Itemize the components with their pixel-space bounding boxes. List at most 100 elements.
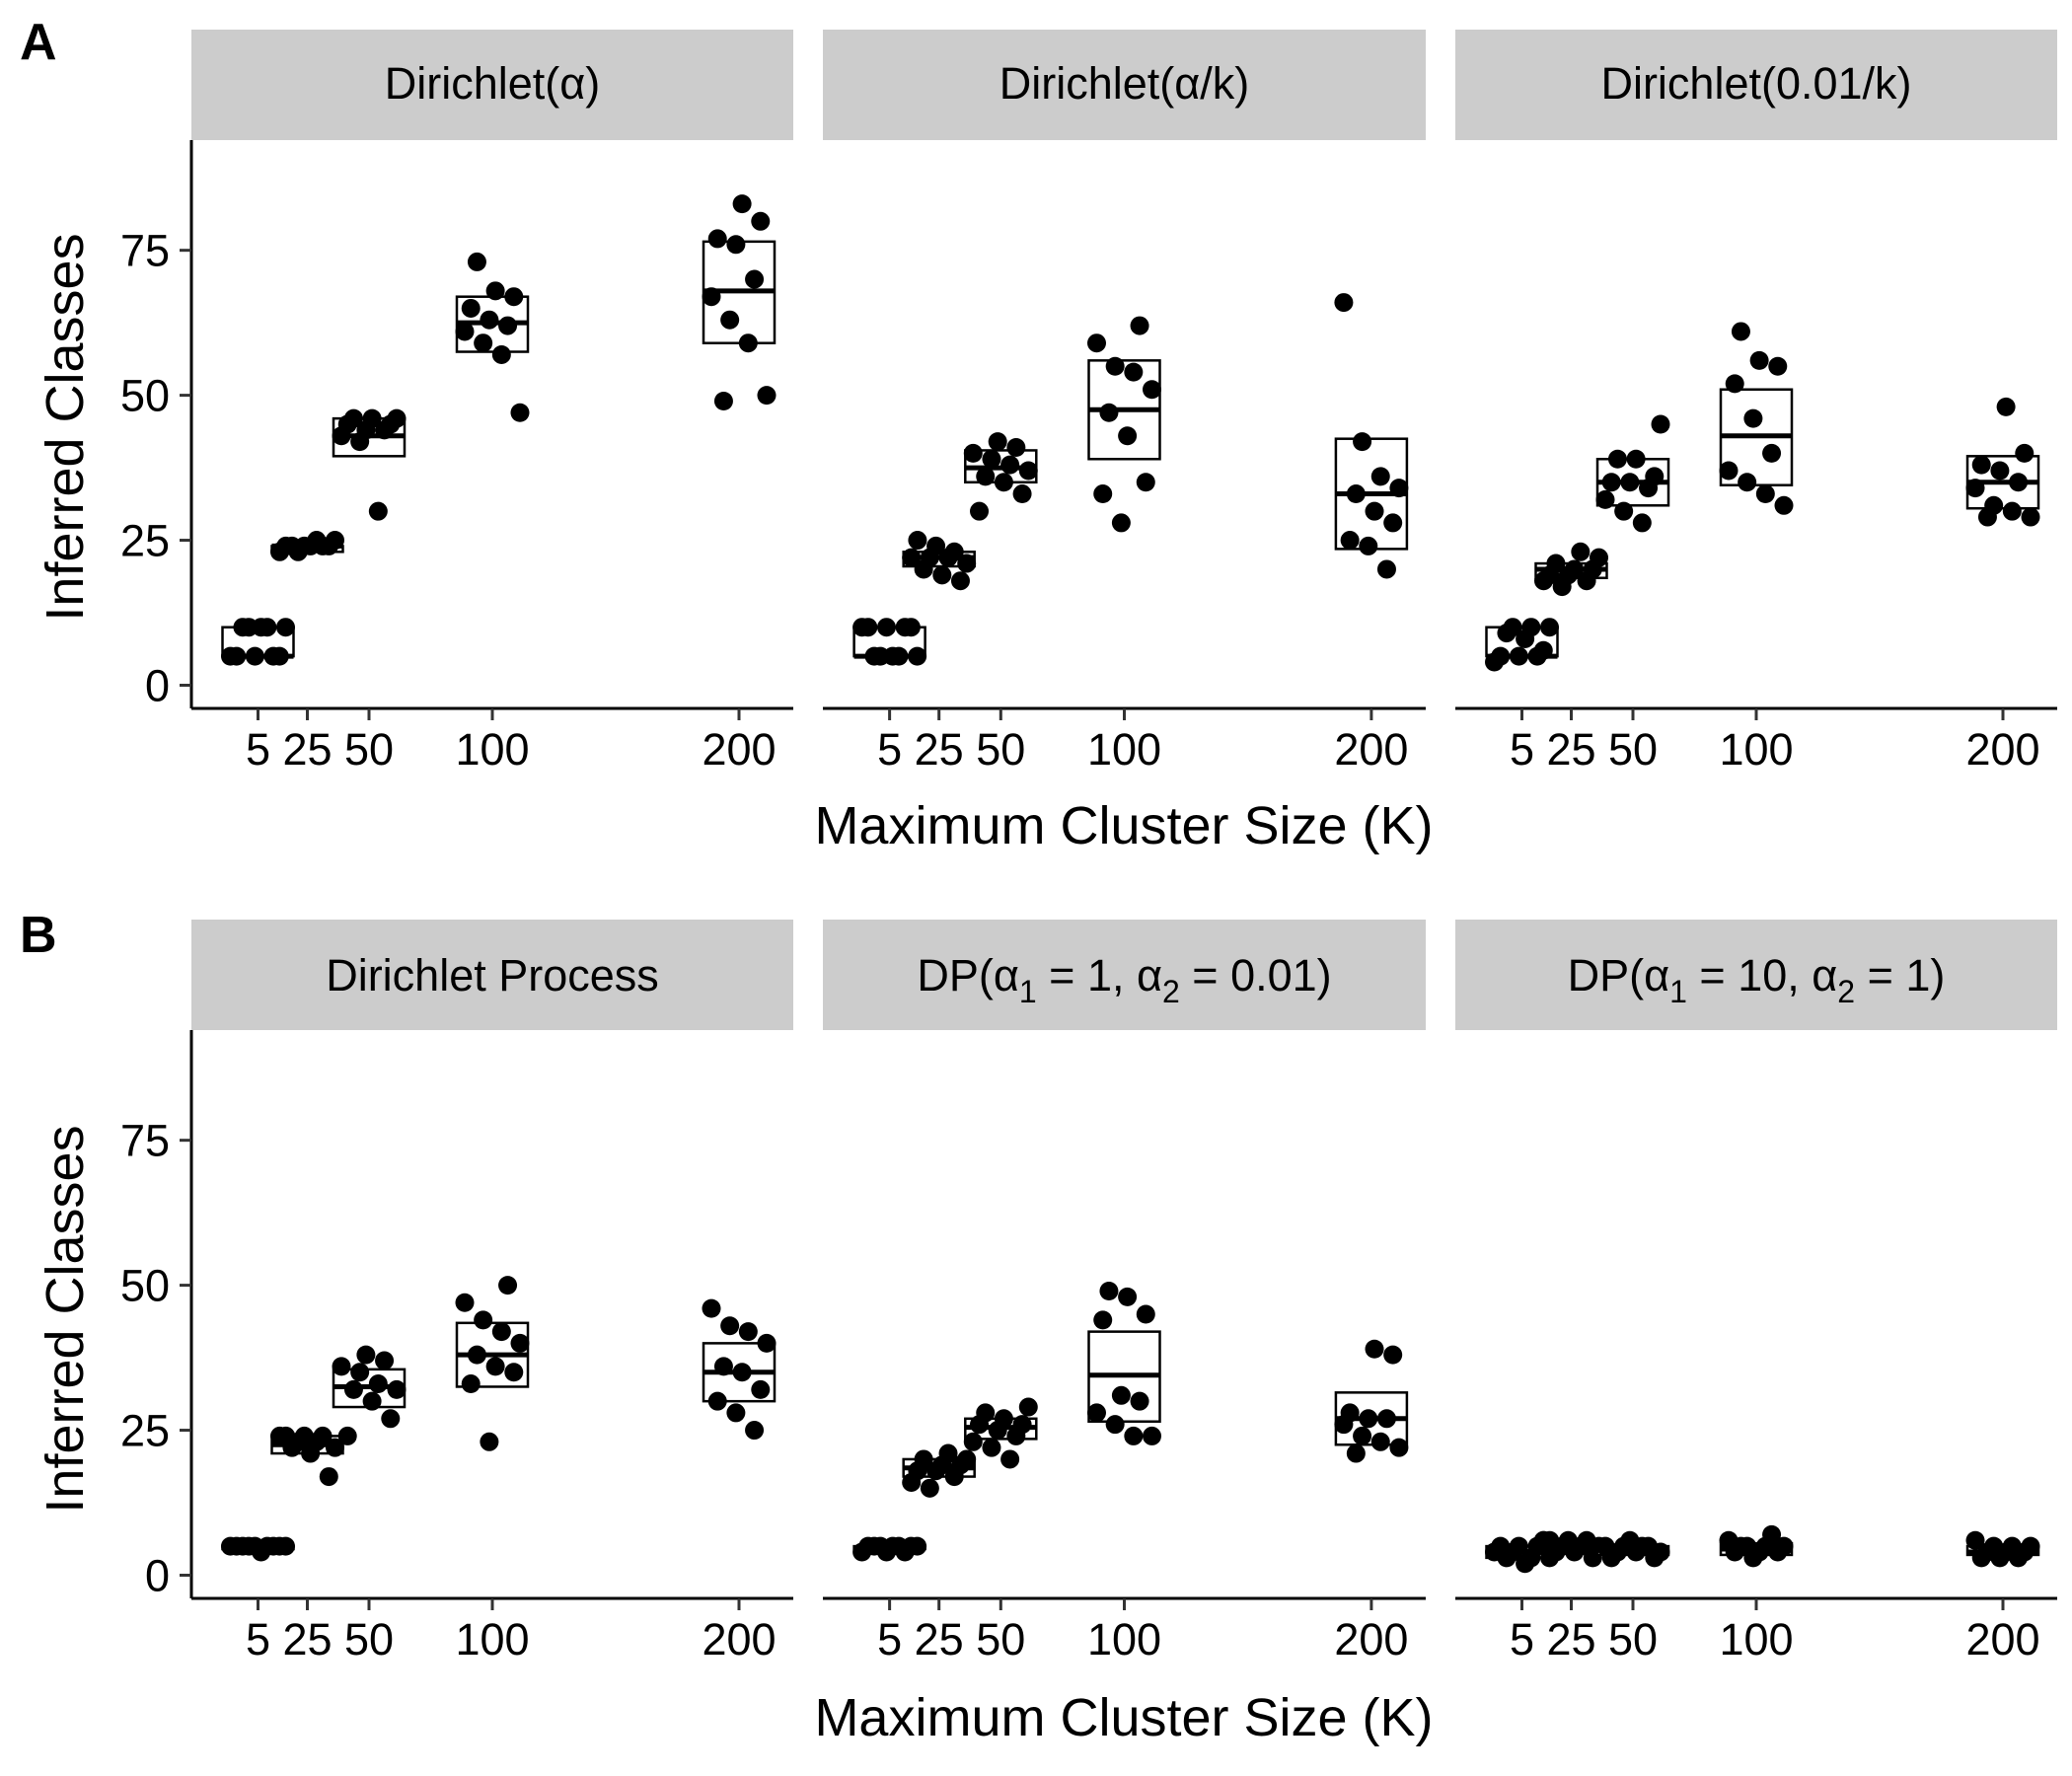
x-tick-label: 200 — [1334, 724, 1408, 775]
data-point — [1738, 473, 1757, 492]
data-point — [1755, 484, 1775, 504]
data-point — [1590, 548, 1608, 567]
data-point — [1370, 1432, 1390, 1451]
data-point — [1346, 1443, 1366, 1463]
data-point — [1595, 1536, 1615, 1556]
data-point — [362, 408, 382, 428]
data-point — [269, 646, 289, 666]
data-point — [1558, 1530, 1578, 1550]
data-point — [1376, 1409, 1396, 1429]
x-tick-label: 200 — [1334, 1614, 1408, 1665]
data-point — [738, 333, 758, 353]
data-point — [908, 1536, 927, 1556]
data-point — [2009, 473, 2029, 492]
data-point — [1376, 559, 1396, 579]
data-point — [1509, 1536, 1528, 1556]
data-point — [1645, 467, 1665, 486]
data-point — [1768, 356, 1788, 376]
x-tick-label: 100 — [1719, 724, 1793, 775]
data-point — [994, 1409, 1013, 1429]
x-tick-label: 25 — [915, 724, 964, 775]
data-point — [1124, 362, 1144, 382]
data-point — [1601, 473, 1621, 492]
data-point — [889, 646, 909, 666]
data-point — [988, 432, 1007, 452]
x-tick-label: 200 — [1965, 724, 2039, 775]
data-point — [485, 281, 505, 301]
data-point — [2002, 1536, 2022, 1556]
data-point — [1762, 443, 1782, 463]
data-point — [1130, 1391, 1149, 1411]
y-axis-title-a: Inferred Classes — [36, 233, 95, 621]
data-point — [1595, 489, 1615, 509]
x-tick-label: 25 — [1546, 1614, 1595, 1665]
data-point — [1626, 449, 1646, 469]
data-point — [1365, 1339, 1384, 1359]
data-point — [510, 1333, 530, 1353]
data-point — [1540, 1530, 1560, 1550]
data-point — [350, 1363, 370, 1382]
data-point — [908, 531, 927, 551]
data-point — [902, 548, 922, 567]
data-point — [387, 408, 407, 428]
data-point — [245, 646, 264, 666]
data-point — [362, 1391, 382, 1411]
data-point — [1719, 1530, 1739, 1550]
strip-label-b-1: Dirichlet Process — [326, 950, 659, 1000]
data-point — [870, 646, 890, 666]
data-point — [926, 536, 946, 555]
data-point — [1093, 484, 1113, 504]
data-point — [1639, 1536, 1659, 1556]
data-point — [994, 473, 1013, 492]
strip-b-3: DP(α1 = 10, α2 = 1) — [1455, 920, 2057, 1030]
data-point — [745, 1421, 765, 1441]
data-point — [368, 1374, 388, 1394]
data-point — [1012, 1415, 1032, 1435]
data-point — [1111, 513, 1131, 533]
data-point — [1340, 531, 1360, 551]
data-point — [455, 1293, 475, 1312]
data-point — [1389, 1438, 1409, 1457]
strip-label-b-3: DP(α1 = 10, α2 = 1) — [1568, 950, 1946, 1009]
data-point — [1018, 461, 1038, 481]
panel-2-2: 5 25 50 100 200 — [823, 1281, 1426, 1665]
data-point — [1118, 426, 1138, 446]
data-point — [901, 618, 921, 637]
data-point — [1105, 356, 1125, 376]
data-point — [1353, 432, 1372, 452]
x-tick-label: 100 — [1087, 724, 1161, 775]
data-point — [319, 1467, 338, 1487]
data-point — [1012, 484, 1032, 504]
data-point — [720, 310, 740, 330]
data-point — [720, 1316, 740, 1336]
data-point — [307, 531, 327, 551]
y-tick-label: 75 — [120, 226, 170, 276]
panel-letter-a: A — [20, 14, 57, 71]
data-point — [276, 618, 295, 637]
data-point — [963, 1432, 983, 1451]
data-point — [2015, 443, 2035, 463]
data-point — [1607, 449, 1627, 469]
data-point — [1006, 438, 1026, 458]
data-point — [950, 571, 970, 591]
data-point — [1984, 1536, 2004, 1556]
data-point — [504, 287, 524, 307]
data-point — [1743, 408, 1763, 428]
data-point — [2002, 501, 2022, 521]
data-point — [1491, 646, 1511, 666]
data-point — [1143, 380, 1161, 400]
y-tick-label: 0 — [145, 660, 170, 710]
data-point — [491, 1322, 511, 1342]
data-point — [375, 1351, 395, 1370]
data-point — [1099, 1281, 1119, 1300]
x-tick-label: 100 — [455, 724, 529, 775]
data-point — [876, 618, 896, 637]
strip-label-b-2: DP(α1 = 1, α2 = 0.01) — [917, 950, 1331, 1009]
data-point — [707, 1391, 727, 1411]
data-point — [1965, 1530, 1985, 1550]
data-point — [239, 618, 259, 637]
data-point — [726, 1403, 746, 1423]
data-point — [1731, 322, 1750, 341]
